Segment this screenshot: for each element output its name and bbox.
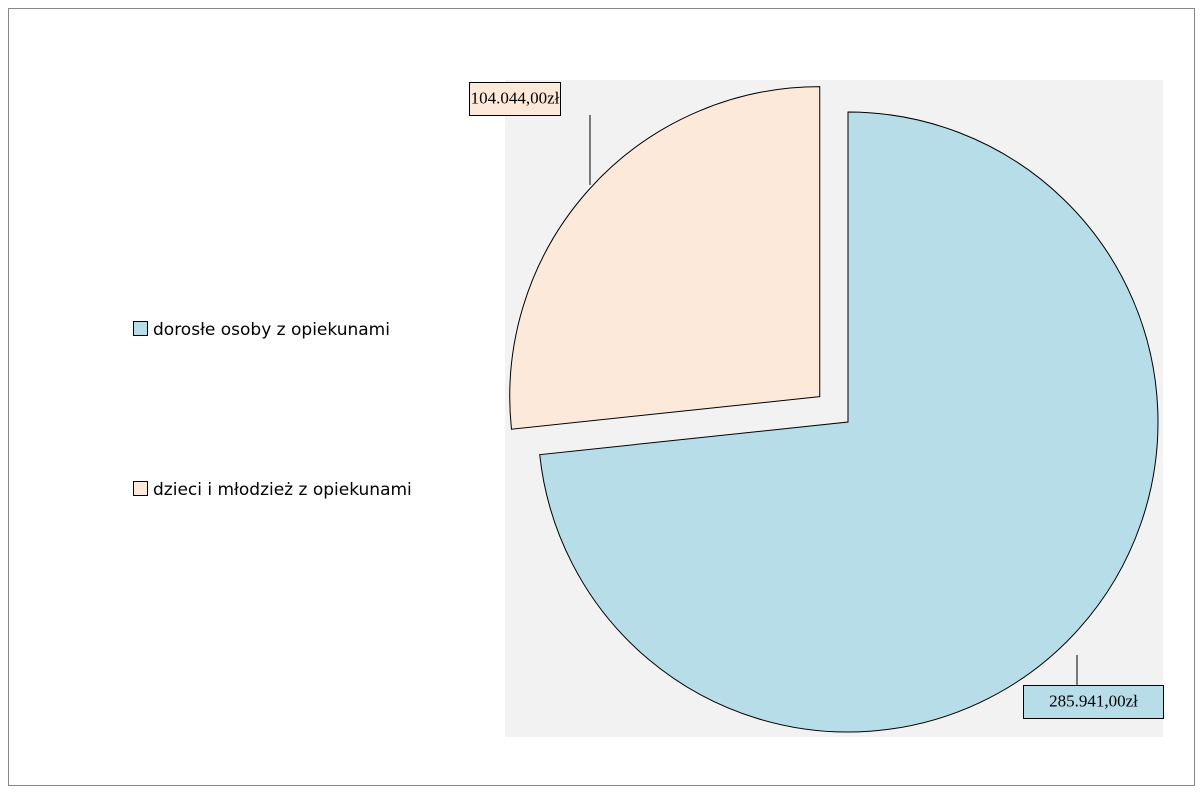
legend-label: dzieci i młodzież z opiekunami	[153, 480, 412, 500]
legend-swatch	[133, 321, 148, 336]
legend-label: dorosłe osoby z opiekunami	[153, 320, 390, 340]
pie-slice	[539, 111, 1159, 733]
legend-swatch	[133, 481, 148, 496]
label-box	[469, 82, 561, 116]
pie-slice	[509, 86, 821, 430]
value-label: 285.941,00zł	[1049, 691, 1138, 710]
label-box	[1023, 685, 1164, 719]
value-label: 104.044,00zł	[471, 88, 560, 107]
